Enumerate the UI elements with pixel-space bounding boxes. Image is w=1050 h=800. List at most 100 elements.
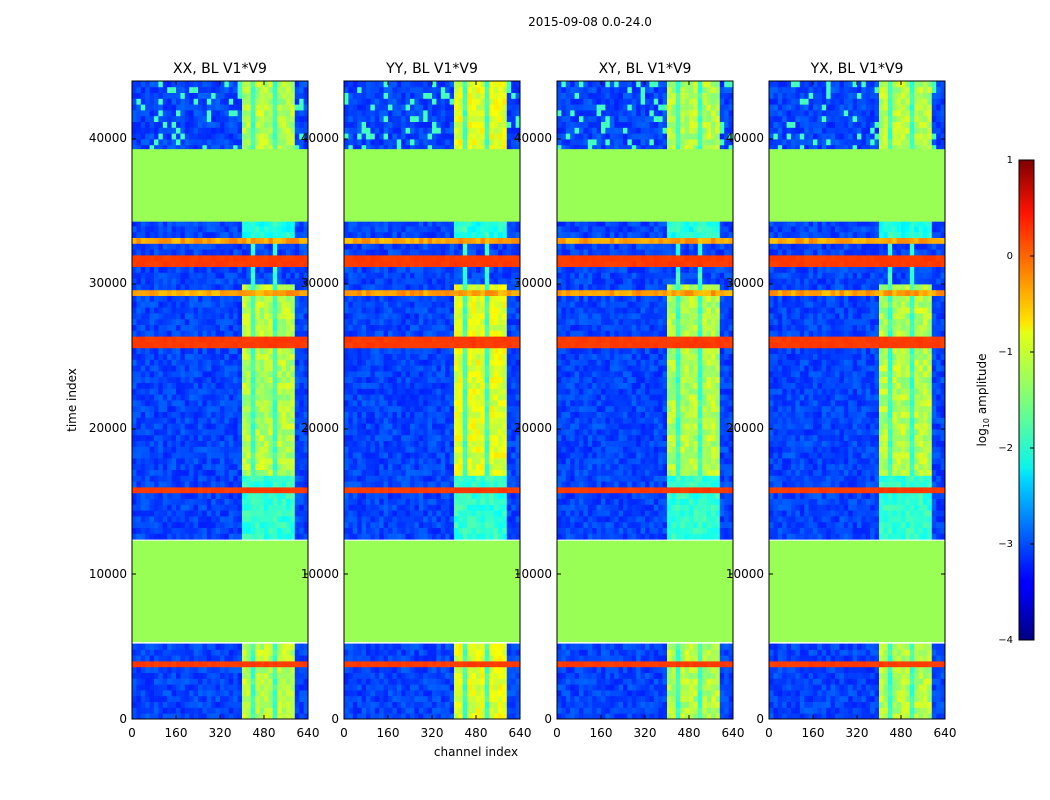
heatmap-cell xyxy=(132,347,137,354)
heatmap-cell xyxy=(202,661,208,668)
heatmap-cell xyxy=(228,417,234,424)
heatmap-cell xyxy=(167,405,172,412)
heatmap-cell xyxy=(184,313,190,320)
heatmap-cell xyxy=(489,521,494,528)
heatmap-cell xyxy=(489,533,494,540)
heatmap-cell xyxy=(154,98,159,105)
heatmap-cell xyxy=(290,463,296,470)
heatmap-cell xyxy=(515,411,521,418)
heatmap-cell xyxy=(277,695,282,702)
heatmap-cell xyxy=(281,115,287,122)
heatmap-cell xyxy=(299,243,304,250)
heatmap-cell xyxy=(211,284,216,291)
heatmap-cell xyxy=(432,440,437,447)
heatmap-cell xyxy=(511,382,516,389)
heatmap-cell xyxy=(445,672,450,679)
heatmap-cell xyxy=(224,330,230,337)
heatmap-cell xyxy=(427,417,433,424)
heatmap-cell xyxy=(484,475,490,482)
heatmap-cell xyxy=(462,469,468,476)
heatmap-cell xyxy=(290,521,296,528)
heatmap-cell xyxy=(136,272,142,279)
heatmap-cell xyxy=(171,359,177,366)
heatmap-cell xyxy=(171,666,177,673)
heatmap-cell xyxy=(272,475,278,482)
heatmap-cell xyxy=(401,643,406,650)
heatmap-cell xyxy=(233,394,238,401)
heatmap-cell xyxy=(176,284,181,291)
heatmap-cell xyxy=(374,417,380,424)
heatmap-cell xyxy=(180,249,186,256)
heatmap-cell xyxy=(388,411,393,418)
heatmap-cell xyxy=(277,394,282,401)
heatmap-cell xyxy=(440,649,446,656)
heatmap-cell xyxy=(184,666,190,673)
heatmap-cell xyxy=(215,284,221,291)
heatmap-cell xyxy=(498,655,503,662)
heatmap-cell xyxy=(489,365,494,372)
heatmap-cell xyxy=(180,643,186,650)
heatmap-cell xyxy=(132,139,137,146)
heatmap-cell xyxy=(154,521,159,528)
heatmap-cell xyxy=(132,92,137,99)
heatmap-cell xyxy=(193,260,199,267)
heatmap-cell xyxy=(286,661,291,668)
panel-title: YY, BL V1*V9 xyxy=(385,61,478,77)
heatmap-cell xyxy=(224,104,230,111)
heatmap-cell xyxy=(228,475,234,482)
heatmap-cell xyxy=(277,220,282,227)
heatmap-cell xyxy=(414,498,420,505)
heatmap-cell xyxy=(264,446,269,453)
heatmap-cell xyxy=(281,487,287,494)
heatmap-cell xyxy=(361,382,367,389)
heatmap-cell xyxy=(158,655,164,662)
heatmap-cell xyxy=(255,127,260,134)
heatmap-cell xyxy=(176,81,181,88)
heatmap-cell xyxy=(189,98,194,105)
heatmap-cell xyxy=(154,330,159,337)
heatmap-cell xyxy=(259,388,265,395)
heatmap-cell xyxy=(237,382,243,389)
heatmap-cell xyxy=(344,452,349,459)
heatmap-cell xyxy=(246,133,252,140)
heatmap-cell xyxy=(184,365,190,372)
heatmap-cell xyxy=(432,371,437,378)
heatmap-cell xyxy=(286,423,291,430)
heatmap-cell xyxy=(361,359,367,366)
heatmap-cell xyxy=(220,220,225,227)
heatmap-cell xyxy=(246,371,252,378)
heatmap-cell xyxy=(193,487,199,494)
heatmap-cell xyxy=(162,313,168,320)
heatmap-cell xyxy=(476,678,481,685)
heatmap-cell xyxy=(506,701,512,708)
heatmap-cell xyxy=(440,701,446,708)
heatmap-cell xyxy=(211,417,216,424)
heatmap-cell xyxy=(515,492,521,499)
heatmap-cell xyxy=(206,81,212,88)
heatmap-cell xyxy=(277,446,282,453)
heatmap-cell xyxy=(440,661,446,668)
heatmap-cell xyxy=(515,498,521,505)
heatmap-cell xyxy=(396,376,402,383)
heatmap-cell xyxy=(154,469,159,476)
heatmap-cell xyxy=(189,115,194,122)
heatmap-cell xyxy=(427,672,433,679)
heatmap-cell xyxy=(259,220,265,227)
heatmap-cell xyxy=(220,388,225,395)
heatmap-cell xyxy=(489,469,494,476)
heatmap-cell xyxy=(290,440,296,447)
heatmap-cell xyxy=(162,347,168,354)
heatmap-cell xyxy=(140,220,146,227)
heatmap-cell xyxy=(184,307,190,314)
heatmap-cell xyxy=(445,475,450,482)
heatmap-cell xyxy=(467,707,472,714)
heatmap-cell xyxy=(136,121,142,128)
heatmap-cell xyxy=(462,666,468,673)
heatmap-cell xyxy=(462,510,468,517)
heatmap-cell xyxy=(290,226,296,233)
heatmap-cell xyxy=(294,272,300,279)
heatmap-cell xyxy=(299,110,304,117)
heatmap-cell xyxy=(149,110,155,117)
heatmap-cell xyxy=(348,643,354,650)
heatmap-cell xyxy=(303,498,309,505)
